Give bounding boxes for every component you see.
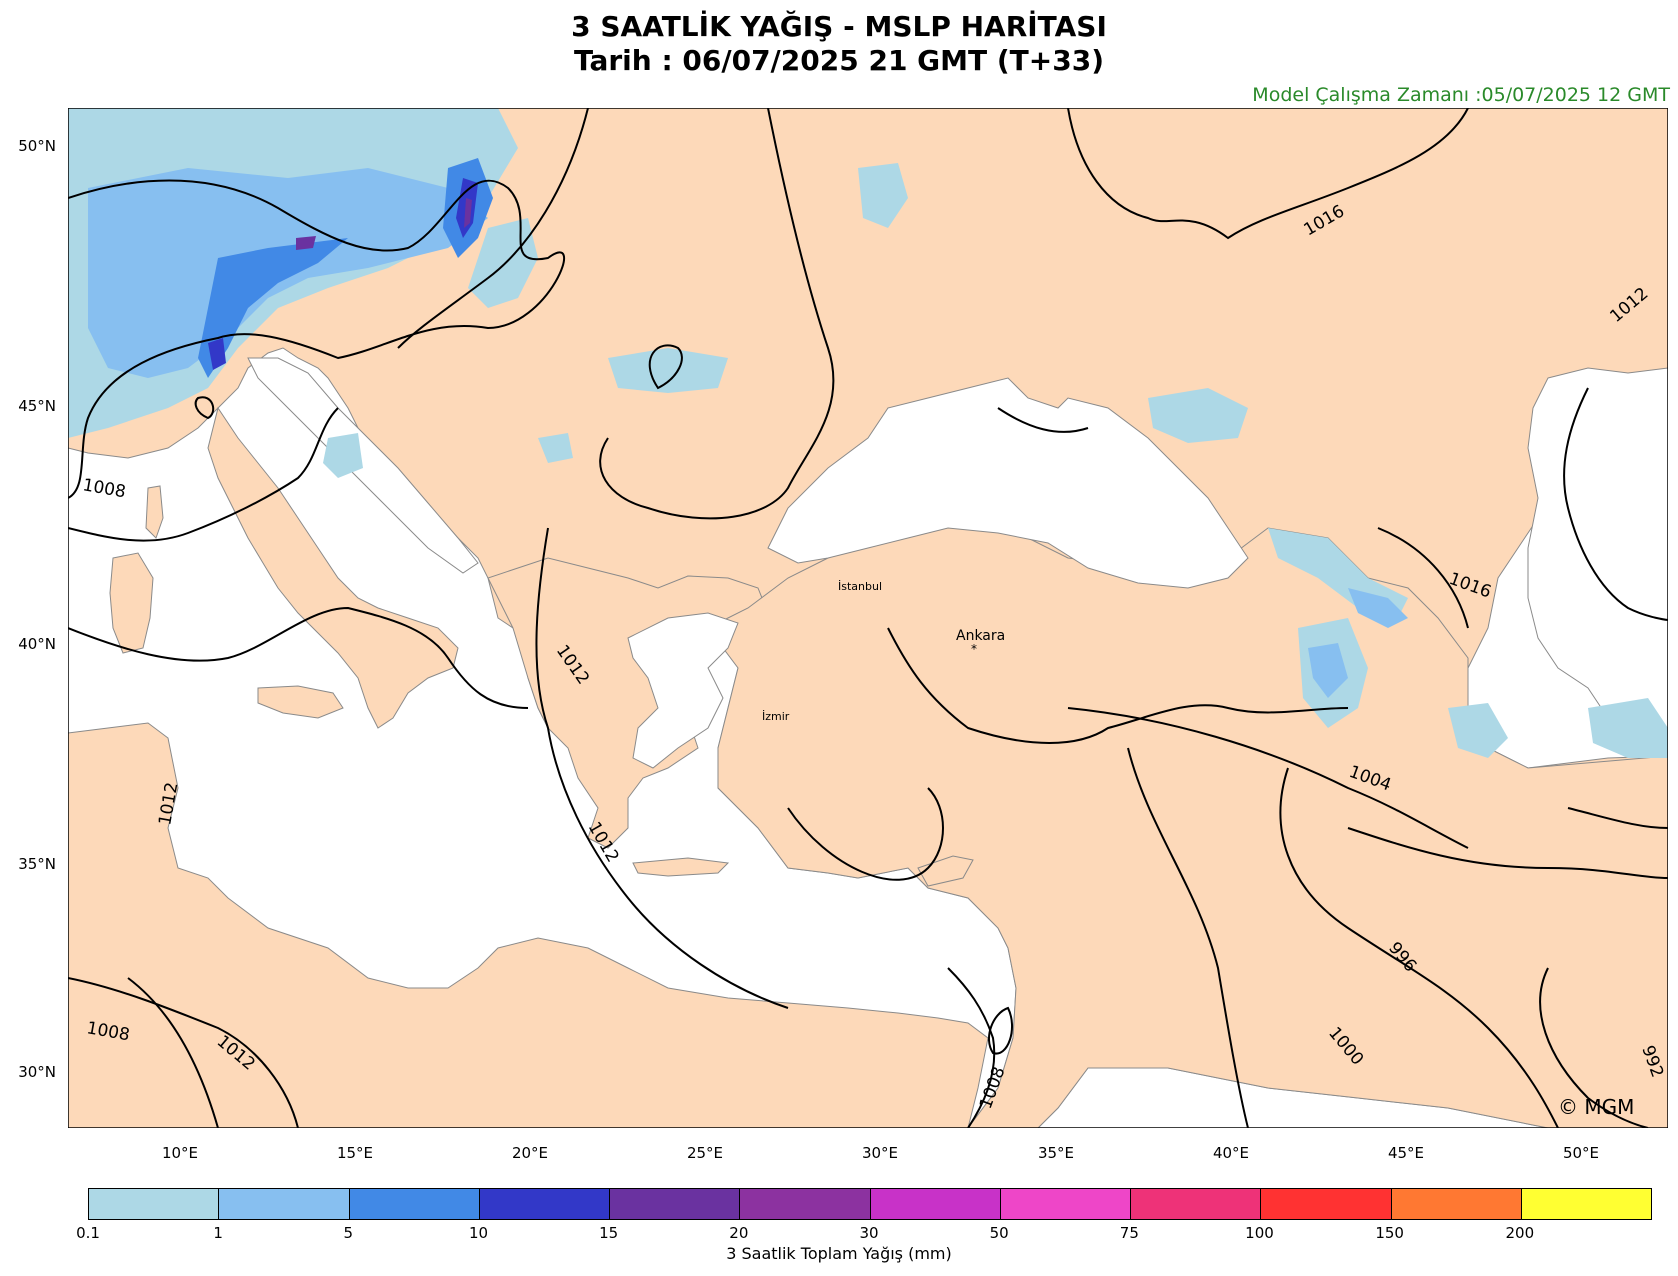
lon-label: 30°E	[861, 1144, 899, 1162]
lat-label: 45°N	[18, 397, 56, 415]
colorbar-segment	[1261, 1189, 1392, 1219]
colorbar-segment	[1521, 1189, 1651, 1219]
colorbar-segment	[219, 1189, 350, 1219]
lat-label: 35°N	[18, 855, 56, 873]
isobar-lines	[68, 108, 1668, 1128]
colorbar-tick-label: 30	[859, 1224, 879, 1242]
lon-label: 20°E	[511, 1144, 549, 1162]
map-canvas: 1016 1012 1008 1008 1012 1012 1012 1012 …	[68, 108, 1668, 1128]
colorbar-segment	[89, 1189, 220, 1219]
colorbar-tick-label: 150	[1375, 1224, 1404, 1242]
colorbar-title: 3 Saatlik Toplam Yağış (mm)	[726, 1244, 952, 1263]
colorbar-segment	[610, 1189, 741, 1219]
colorbar-tick-label: 15	[599, 1224, 619, 1242]
colorbar-segment	[740, 1189, 871, 1219]
colorbar-segment	[870, 1189, 1001, 1219]
land-north-africa	[68, 722, 989, 1128]
colorbar-tick-label: 10	[468, 1224, 489, 1242]
lon-label: 35°E	[1037, 1144, 1075, 1162]
map-title: 3 SAATLİK YAĞIŞ - MSLP HARİTASI	[571, 10, 1107, 43]
colorbar-tick-label: 100	[1245, 1224, 1274, 1242]
lon-label: 40°E	[1212, 1144, 1250, 1162]
colorbar-segment	[1131, 1189, 1262, 1219]
city-label-izmir: İzmir	[762, 710, 790, 723]
colorbar-tick-label: 5	[343, 1224, 354, 1242]
lat-label: 40°N	[18, 635, 56, 653]
land-crete	[632, 857, 730, 877]
land-sicily	[257, 685, 344, 719]
colorbar-tick-label: 200	[1505, 1224, 1535, 1242]
copyright: © MGM	[1558, 1095, 1635, 1119]
colorbar-tick-label: 1	[213, 1224, 223, 1242]
adriatic-sea	[247, 357, 479, 574]
model-run-time: Model Çalışma Zamanı :05/07/2025 12 GMT	[1252, 84, 1670, 106]
lon-label: 15°E	[336, 1144, 374, 1162]
colorbar-tick-label: 20	[729, 1224, 749, 1242]
colorbar-segment	[349, 1189, 480, 1219]
colorbar-segment	[1000, 1189, 1131, 1219]
land-sardinia	[109, 552, 154, 654]
colorbar-segment	[1391, 1189, 1522, 1219]
colorbar-tick-label: 50	[989, 1224, 1009, 1242]
lat-label: 50°N	[18, 137, 56, 155]
colorbar-tick-label: 75	[1119, 1224, 1139, 1242]
colorbar-segment	[479, 1189, 610, 1219]
city-label-ankara: Ankara	[956, 628, 1005, 644]
caspian-sea	[1527, 367, 1668, 749]
aegean-sea	[627, 612, 739, 769]
colorbar-tick-label: 0.1	[76, 1224, 100, 1242]
lon-label: 45°E	[1387, 1144, 1425, 1162]
land-italy	[207, 406, 459, 729]
city-marker: *	[971, 642, 977, 656]
lat-label: 30°N	[18, 1063, 56, 1081]
precipitation-areas	[68, 108, 1668, 758]
lon-label: 25°E	[686, 1144, 724, 1162]
land-corsica	[145, 485, 164, 539]
colorbar	[88, 1188, 1652, 1220]
city-label-istanbul: İstanbul	[838, 580, 882, 593]
map-date: Tarih : 06/07/2025 21 GMT (T+33)	[573, 44, 1104, 77]
lon-label: 10°E	[161, 1144, 199, 1162]
lon-label: 50°E	[1562, 1144, 1600, 1162]
black-sea	[767, 377, 1249, 589]
